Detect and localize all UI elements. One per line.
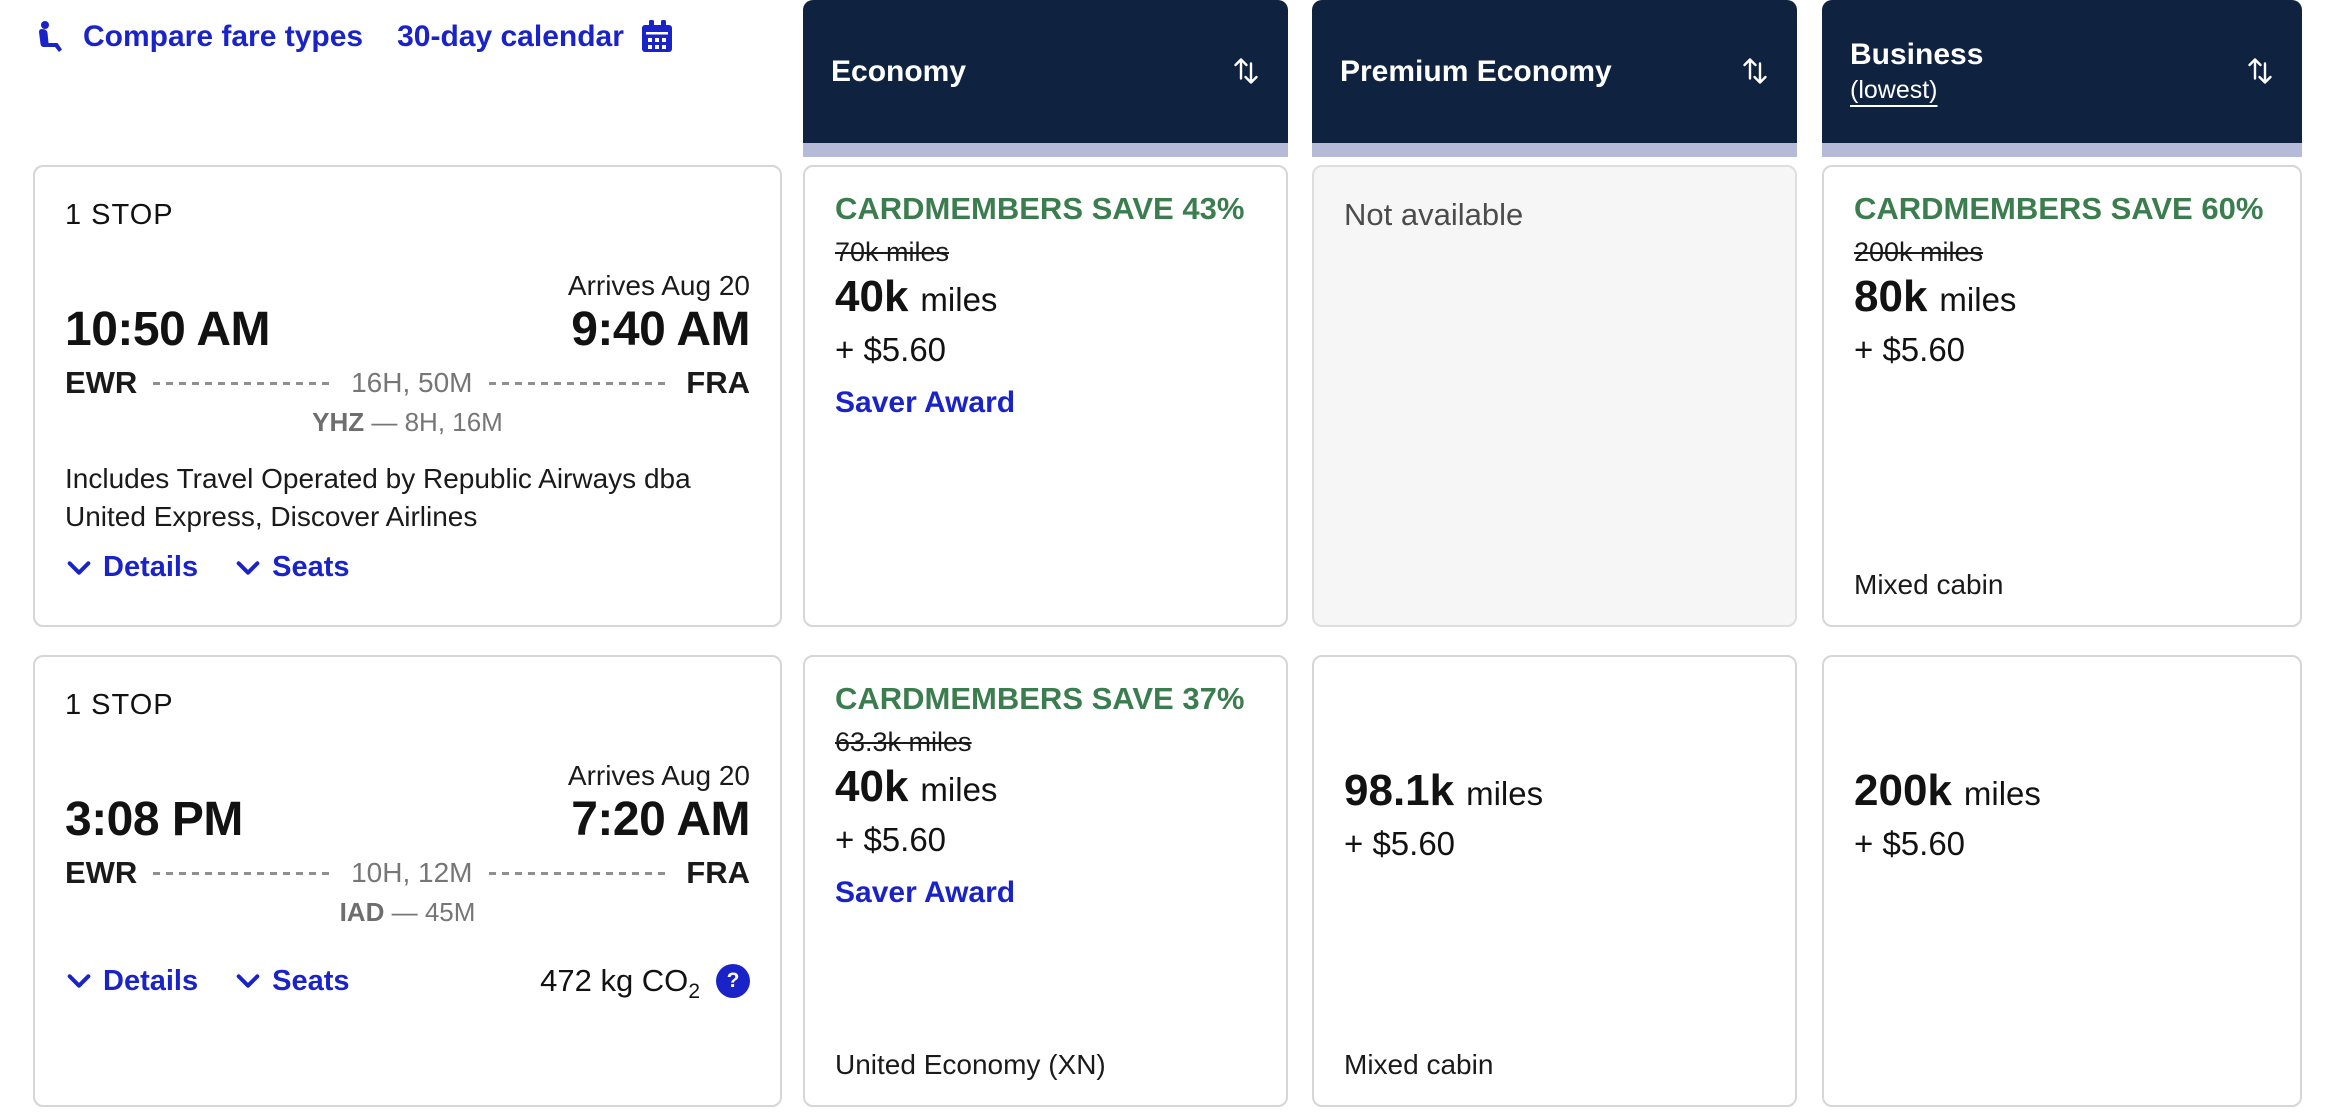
not-available-label: Not available — [1344, 197, 1524, 232]
calendar-link[interactable]: 30-day calendar — [397, 18, 676, 56]
business-column: Business (lowest) CARDMEMBERS SAVE 60% 2… — [1822, 0, 2302, 1114]
economy-fare-cell[interactable]: CARDMEMBERS SAVE 43% 70k miles 40k miles… — [803, 165, 1288, 627]
fare-product-label: Mixed cabin — [1344, 1049, 1494, 1080]
business-lowest-link[interactable]: (lowest) — [1850, 75, 1938, 104]
total-duration: 16H, 50M — [351, 367, 473, 398]
cardmember-promo: CARDMEMBERS SAVE 60% — [1854, 191, 2264, 226]
taxes-fees: + $5.60 — [1854, 825, 1966, 862]
chevron-down-icon — [67, 560, 91, 575]
original-miles: 70k miles — [835, 237, 950, 267]
chevron-down-icon — [236, 974, 260, 988]
compare-fare-types-link[interactable]: Compare fare types — [33, 19, 363, 55]
flights-column: Compare fare types 30-day calendar 1 STO… — [33, 0, 782, 1114]
miles-price: 80k miles — [1854, 272, 2017, 321]
destination-code: FRA — [686, 365, 751, 400]
route-line: EWR 16H, 50M FRA — [65, 365, 750, 401]
layover-info: IAD — 45M — [65, 897, 750, 928]
stops-label: 1 STOP — [65, 689, 174, 721]
premium-economy-header-strip — [1312, 143, 1797, 157]
destination-code: FRA — [686, 855, 751, 890]
spacer — [1344, 681, 1765, 763]
route-dash — [488, 871, 671, 875]
economy-column: Economy CARDMEMBERS SAVE 43% 70k miles 4… — [803, 0, 1288, 1114]
co2-emissions: 472 kg CO 2 ? — [540, 963, 750, 1002]
calendar-link-label: 30-day calendar — [397, 20, 624, 53]
economy-fare-cell[interactable]: CARDMEMBERS SAVE 37% 63.3k miles 40k mil… — [803, 655, 1288, 1107]
origin-code: EWR — [65, 365, 138, 400]
economy-header: Economy — [803, 0, 1288, 157]
business-header-strip — [1822, 143, 2302, 157]
original-miles: 63.3k miles — [835, 727, 972, 757]
sort-arrows-icon — [2248, 57, 2272, 84]
seats-link[interactable]: Seats — [234, 551, 350, 584]
sort-economy-button[interactable] — [1228, 52, 1264, 91]
depart-time: 3:08 PM — [65, 793, 243, 846]
miles-price: 40k miles — [835, 272, 998, 321]
flight-card: 1 STOP Arrives Aug 20 10:50 AM 9:40 AM E… — [33, 165, 782, 627]
total-duration: 10H, 12M — [351, 857, 473, 888]
route-dash — [488, 381, 671, 385]
sort-business-button[interactable] — [2242, 52, 2278, 91]
miles-price: 40k miles — [835, 762, 998, 811]
saver-award-link[interactable]: Saver Award — [835, 386, 1016, 419]
sort-arrows-icon — [1743, 57, 1767, 84]
compare-fare-types-label: Compare fare types — [83, 20, 364, 53]
arrival-date: Arrives Aug 20 — [567, 760, 750, 791]
help-icon[interactable]: ? — [716, 964, 750, 998]
business-header: Business (lowest) — [1822, 0, 2302, 157]
chevron-down-icon — [236, 560, 260, 575]
premium-economy-fare-cell[interactable]: 98.1k miles + $5.60 Mixed cabin — [1312, 655, 1797, 1107]
details-link[interactable]: Details — [65, 551, 198, 584]
seats-link[interactable]: Seats — [234, 965, 350, 998]
stops-label: 1 STOP — [65, 199, 174, 231]
layover-code: YHZ — [312, 407, 365, 437]
layover-code: IAD — [339, 897, 385, 927]
arrive-time: 7:20 AM — [571, 793, 750, 846]
route-dash — [153, 871, 336, 875]
taxes-fees: + $5.60 — [835, 821, 947, 858]
sort-arrows-icon — [1234, 57, 1258, 84]
arrive-time: 9:40 AM — [571, 303, 750, 356]
seat-icon — [39, 21, 62, 52]
taxes-fees: + $5.60 — [1854, 331, 1966, 368]
miles-price: 98.1k miles — [1344, 766, 1544, 815]
depart-time: 10:50 AM — [65, 303, 270, 356]
taxes-fees: + $5.60 — [1344, 825, 1456, 862]
origin-code: EWR — [65, 855, 138, 890]
sort-premium-economy-button[interactable] — [1737, 52, 1773, 91]
economy-header-strip — [803, 143, 1288, 157]
premium-economy-column: Premium Economy Not available 98.1k mile… — [1312, 0, 1797, 1114]
cardmember-promo: CARDMEMBERS SAVE 37% — [835, 681, 1245, 716]
business-header-label: Business — [1850, 37, 1984, 71]
original-miles: 200k miles — [1854, 237, 1984, 267]
spacer — [1854, 681, 2270, 763]
operated-by-note: Includes Travel Operated by Republic Air… — [65, 463, 691, 532]
fare-product-label: United Economy (XN) — [835, 1049, 1106, 1080]
chevron-down-icon — [67, 974, 91, 988]
miles-price: 200k miles — [1854, 766, 2041, 815]
route-line: EWR 10H, 12M FRA — [65, 855, 750, 891]
layover-duration: — 8H, 16M — [371, 407, 503, 437]
flight-card: 1 STOP Arrives Aug 20 3:08 PM 7:20 AM EW… — [33, 655, 782, 1107]
calendar-icon — [641, 20, 672, 52]
results-toolbar: Compare fare types 30-day calendar — [33, 18, 676, 56]
details-link[interactable]: Details — [65, 965, 198, 998]
business-fare-cell[interactable]: 200k miles + $5.60 — [1822, 655, 2302, 1107]
cardmember-promo: CARDMEMBERS SAVE 43% — [835, 191, 1245, 226]
layover-duration: — 45M — [391, 897, 476, 927]
economy-header-label: Economy — [831, 54, 967, 88]
layover-info: YHZ — 8H, 16M — [65, 407, 750, 438]
premium-economy-header: Premium Economy — [1312, 0, 1797, 157]
premium-economy-header-label: Premium Economy — [1340, 54, 1612, 88]
fare-product-label: Mixed cabin — [1854, 569, 2004, 600]
route-dash — [153, 381, 336, 385]
saver-award-link[interactable]: Saver Award — [835, 876, 1016, 909]
premium-economy-fare-cell: Not available — [1312, 165, 1797, 627]
business-fare-cell[interactable]: CARDMEMBERS SAVE 60% 200k miles 80k mile… — [1822, 165, 2302, 627]
taxes-fees: + $5.60 — [835, 331, 947, 368]
arrival-date: Arrives Aug 20 — [567, 270, 750, 301]
